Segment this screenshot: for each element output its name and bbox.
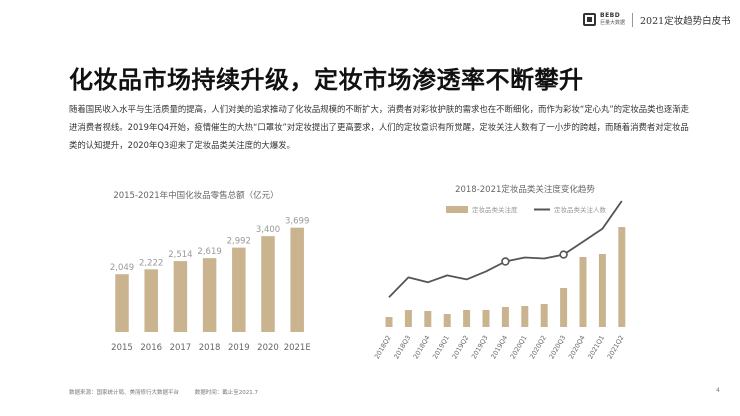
chart2-highlight-point-2019Q4	[501, 257, 510, 266]
chart1-tick-label-2016: 2016	[140, 343, 162, 353]
chart2-tick-label-2019Q1: 2019Q1	[431, 334, 451, 360]
chart2-legend-bar-label: 定妆品类关注度	[472, 205, 518, 214]
chart2-bar-2019Q4	[501, 307, 509, 327]
chart2-highlight-point-2020Q3	[559, 250, 568, 259]
chart2-bar-2019Q2	[463, 310, 471, 327]
chart1-bar-2017	[173, 261, 188, 332]
intro-paragraph: 随着国民收入水平与生活质量的提高，人们对美的追求推动了化妆品规模的不断扩大，消费…	[69, 104, 690, 150]
chart2-bar-2019Q1	[443, 314, 451, 327]
brand-logo-icon	[583, 13, 596, 26]
chart2-tick-label-2018Q4: 2018Q4	[412, 334, 432, 360]
chart2-bar-2020Q1	[521, 306, 529, 327]
brand-subtitle: 巨量大数据	[600, 20, 626, 26]
chart1-bar-2018	[202, 258, 217, 332]
chart1-value-label-2019: 2,992	[227, 237, 251, 247]
chart1-value-label-2018: 2,619	[197, 247, 221, 257]
chart2-bar-2018Q2	[385, 317, 393, 327]
report-title: 2021定妆趋势白皮书	[640, 16, 731, 27]
top-bar: BEBD 巨量大数据 2021定妆趋势白皮书	[0, 0, 740, 40]
chart2-tick-label-2019Q2: 2019Q2	[451, 334, 471, 360]
data-source: 数据来源：国家统计局、美丽修行大数据平台	[69, 390, 180, 396]
chart2-legend-bar-swatch	[446, 206, 468, 213]
chart1-tick-label-2021E: 2021E	[284, 343, 311, 353]
chart2-tick-label-2020Q3: 2020Q3	[548, 334, 568, 360]
chart2-bar-2020Q2	[540, 304, 548, 327]
chart1-title: 2015-2021年中国化妆品零售总额（亿元）	[113, 190, 278, 201]
chart1-tick-label-2015: 2015	[111, 343, 133, 353]
chart1-value-label-2021E: 3,699	[285, 217, 309, 227]
chart1-value-label-2015: 2,049	[110, 263, 134, 273]
chart2-tick-label-2018Q3: 2018Q3	[392, 334, 412, 360]
brand-name: BEBD	[600, 12, 621, 19]
chart2-bar-2020Q3	[560, 288, 568, 327]
chart2-tick-label-2021Q2: 2021Q2	[606, 334, 626, 360]
chart1-value-label-2020: 3,400	[256, 225, 280, 235]
chart1-tick-label-2017: 2017	[170, 343, 192, 353]
page-number: 4	[716, 387, 720, 394]
chart1-bar-2021E	[290, 227, 304, 332]
chart2-tick-label-2020Q4: 2020Q4	[567, 334, 587, 360]
chart2-tick-label-2020Q1: 2020Q1	[509, 334, 529, 360]
chart1-value-label-2016: 2,222	[139, 258, 163, 268]
page-title: 化妆品市场持续升级，定妆市场渗透率不断攀升	[69, 66, 584, 94]
chart2-line-series	[388, 200, 623, 298]
footer: 数据来源：国家统计局、美丽修行大数据平台 数据时间：截止至2021.7	[69, 388, 272, 396]
chart2-tick-label-2021Q1: 2021Q1	[586, 334, 606, 360]
chart1-bar-2015	[115, 274, 129, 332]
data-time: 数据时间：截止至2021.7	[194, 390, 259, 396]
chart1-tick-label-2018: 2018	[199, 343, 221, 353]
chart2-tick-label-2019Q3: 2019Q3	[470, 334, 490, 360]
header-divider	[632, 13, 633, 27]
chart2-tick-label-2020Q2: 2020Q2	[528, 334, 548, 360]
chart1-bar-2020	[261, 236, 275, 332]
chart2-bar-2021Q2	[618, 227, 626, 327]
chart2-tick-label-2018Q2: 2018Q2	[373, 334, 393, 360]
chart1-value-label-2017: 2,514	[168, 250, 192, 260]
chart1-bar-2019	[232, 247, 246, 332]
chart2-bar-2018Q3	[404, 310, 412, 327]
chart2-tick-label-2019Q4: 2019Q4	[489, 334, 509, 360]
chart1-tick-label-2020: 2020	[257, 343, 279, 353]
chart2-legend-line-label: 定妆品类关注人数	[554, 205, 607, 214]
chart1-tick-label-2019: 2019	[228, 343, 250, 353]
chart1-bar-2016	[144, 269, 158, 332]
chart2-bar-2020Q4	[579, 257, 587, 327]
chart2-bar-2021Q1	[598, 254, 606, 327]
chart2-bar-2019Q3	[482, 310, 490, 327]
chart2-bar-2018Q4	[424, 311, 432, 327]
chart2-title: 2018-2021定妆品类关注度变化趋势	[455, 184, 595, 195]
